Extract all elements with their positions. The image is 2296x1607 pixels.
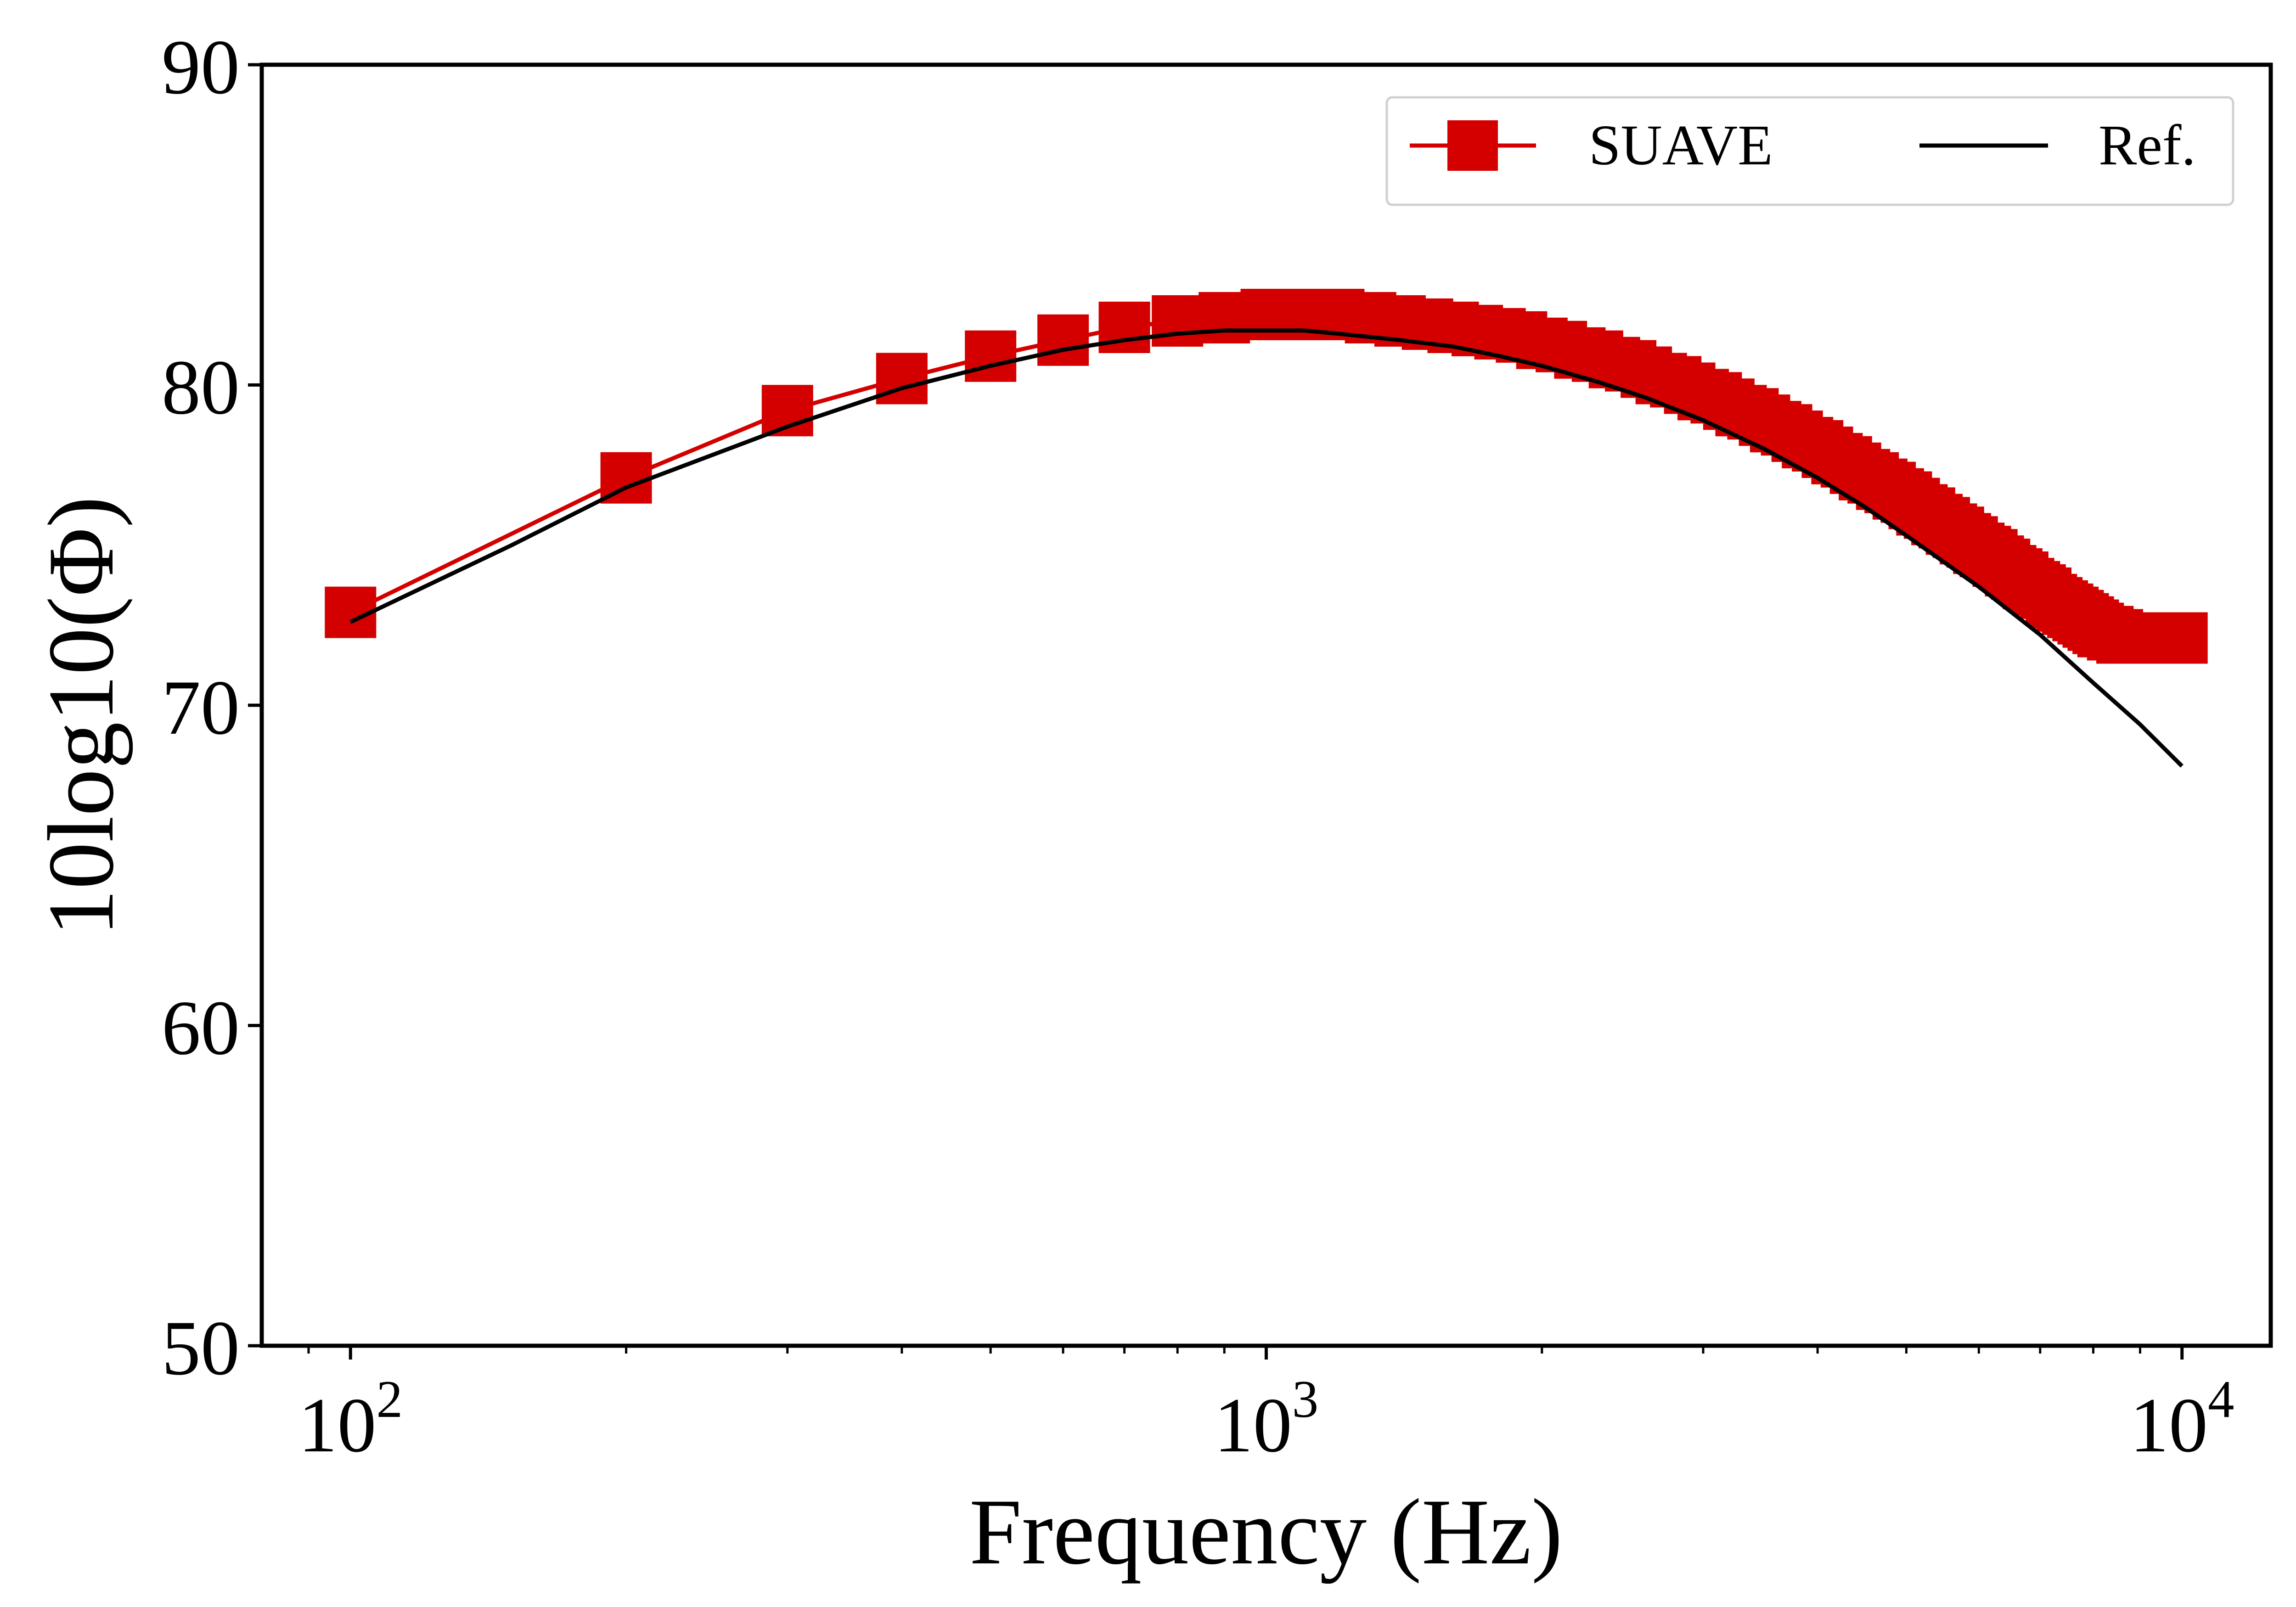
y-axis-label: 10log10(Φ) (29, 496, 133, 936)
axis-ticks: 50 60 70 80 90 102 103 104 (162, 24, 2234, 1468)
y-tick-label: 50 (162, 1305, 240, 1391)
suave-point (876, 353, 928, 405)
x-tick-label: 104 (2130, 1370, 2234, 1468)
y-tick-label: 90 (162, 24, 240, 110)
legend-suave-marker (1447, 120, 1498, 171)
x-tick-label: 102 (298, 1370, 403, 1468)
legend-suave-label: SUAVE (1589, 114, 1773, 177)
series-layer (325, 289, 2208, 768)
suave-point (1037, 314, 1089, 366)
suave-point (1152, 295, 1204, 347)
suave-point (965, 330, 1017, 382)
legend-ref-label: Ref. (2099, 114, 2196, 177)
legend: SUAVE Ref. (1385, 96, 2234, 206)
ref-series-line (349, 328, 2183, 768)
legend-box (1385, 96, 2234, 206)
y-tick-label: 60 (162, 985, 240, 1071)
x-axis-label: Frequency (Hz) (969, 1480, 1563, 1584)
x-tick-label: 103 (1214, 1370, 1319, 1468)
suave-point (2156, 612, 2208, 664)
y-tick-label: 80 (162, 344, 240, 431)
y-tick-label: 70 (162, 664, 240, 751)
suave-point (1098, 302, 1150, 353)
